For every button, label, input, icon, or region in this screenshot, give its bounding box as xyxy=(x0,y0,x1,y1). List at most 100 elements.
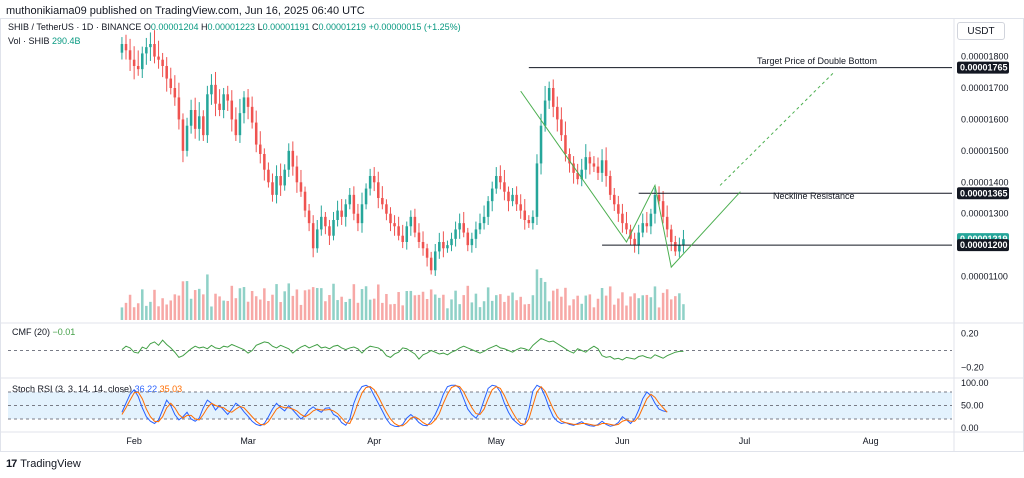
symbol-label[interactable]: SHIB / TetherUS · 1D · BINANCE xyxy=(8,22,142,32)
candle-body xyxy=(495,176,498,189)
candle-body xyxy=(230,100,234,120)
low-label: L xyxy=(257,22,263,32)
volume-bar xyxy=(413,295,417,320)
candle-body xyxy=(674,242,677,252)
date-tick-label: Feb xyxy=(126,436,142,446)
candle-body xyxy=(320,216,323,230)
volume-bar xyxy=(515,300,518,320)
open-label: O xyxy=(143,22,151,32)
candle-body xyxy=(425,248,429,258)
close-label: C xyxy=(311,22,319,32)
cmf-tick-label: 0.20 xyxy=(961,328,979,338)
volume-bar xyxy=(539,277,543,320)
candle-body xyxy=(633,238,636,246)
volume-bar xyxy=(409,290,413,320)
price-tick-label: 0.00001100 xyxy=(961,272,1008,282)
tradingview-logo[interactable]: 17 TradingView xyxy=(6,458,81,470)
change-value: +0.00000015 (+1.25%) xyxy=(368,22,461,32)
candle-body xyxy=(560,119,563,136)
candle-body xyxy=(442,242,445,249)
volume-bar xyxy=(348,298,352,320)
volume-bar xyxy=(592,307,596,320)
volume-bar xyxy=(283,291,286,320)
volume-bar xyxy=(157,306,160,320)
cmf-line xyxy=(121,337,684,361)
candle-body xyxy=(344,204,347,217)
volume-bar xyxy=(295,289,299,320)
volume-bar xyxy=(385,293,388,320)
stoch-tick-label: 0.00 xyxy=(961,423,979,433)
volume-bar xyxy=(193,290,197,320)
candle-body xyxy=(466,232,470,246)
volume-bar xyxy=(389,304,392,320)
volume-bar xyxy=(482,301,486,320)
volume-bar xyxy=(438,297,441,320)
volume-bar xyxy=(490,300,494,320)
volume-bar xyxy=(621,292,624,320)
price-badge-label: 0.00001365 xyxy=(960,188,1008,198)
volume-bar xyxy=(527,303,531,320)
volume-bar xyxy=(222,300,225,320)
candle-body xyxy=(572,163,575,173)
candle-body xyxy=(490,188,494,202)
volume-bar xyxy=(641,295,645,320)
tradingview-brand: TradingView xyxy=(20,458,81,470)
date-tick-label: Jun xyxy=(615,436,630,446)
price-badge xyxy=(957,187,1009,200)
candle-body xyxy=(600,160,604,173)
volume-bar xyxy=(250,290,254,320)
candle-body xyxy=(157,56,160,60)
volume-bar xyxy=(173,294,177,320)
chart-frame xyxy=(0,18,1024,452)
volume-bar xyxy=(629,296,632,320)
candle-body xyxy=(222,94,225,110)
candle-body xyxy=(649,213,653,227)
volume-bar xyxy=(637,298,640,320)
volume-bar xyxy=(669,299,673,320)
candle-body xyxy=(519,204,522,211)
candle-body xyxy=(149,44,152,48)
candle-body xyxy=(303,191,307,211)
price-badge xyxy=(957,61,1009,74)
candle-body xyxy=(153,44,156,57)
candle-body xyxy=(637,232,640,246)
candle-body xyxy=(279,176,282,186)
candle-body xyxy=(617,204,620,214)
projection-line xyxy=(719,71,835,186)
candle-body xyxy=(141,53,144,70)
candle-body xyxy=(511,194,514,202)
volume-bar xyxy=(206,274,209,320)
volume-bar xyxy=(177,295,181,320)
date-tick-label: Aug xyxy=(863,436,879,446)
candle-body xyxy=(608,176,612,195)
volume-bar xyxy=(653,286,657,320)
candle-body xyxy=(381,198,384,205)
volume-bar xyxy=(332,283,335,320)
unit-badge[interactable]: USDT xyxy=(957,22,1005,40)
candle-body xyxy=(470,238,474,246)
volume-bar xyxy=(287,283,291,320)
volume-bar xyxy=(417,294,421,320)
volume-bar xyxy=(446,308,449,320)
candle-body xyxy=(283,169,286,186)
volume-bar xyxy=(234,298,238,320)
candle-body xyxy=(128,50,132,60)
stoch-tick-label: 100.00 xyxy=(961,378,989,388)
candle-body xyxy=(613,194,616,205)
candle-body xyxy=(507,191,510,202)
volume-bar xyxy=(124,302,128,320)
candle-body xyxy=(165,66,168,79)
volume-bar xyxy=(425,298,429,320)
volume-bar xyxy=(181,281,185,320)
candle-body xyxy=(189,110,193,126)
candle-body xyxy=(421,242,425,249)
volume-bar xyxy=(372,298,376,320)
candle-body xyxy=(124,44,128,51)
candle-body xyxy=(678,245,681,252)
volume-bar xyxy=(360,289,364,320)
volume-bar xyxy=(564,287,567,320)
volume-bar xyxy=(682,304,685,320)
candle-body xyxy=(377,182,380,198)
stoch-tick-label: 50.00 xyxy=(961,401,984,411)
